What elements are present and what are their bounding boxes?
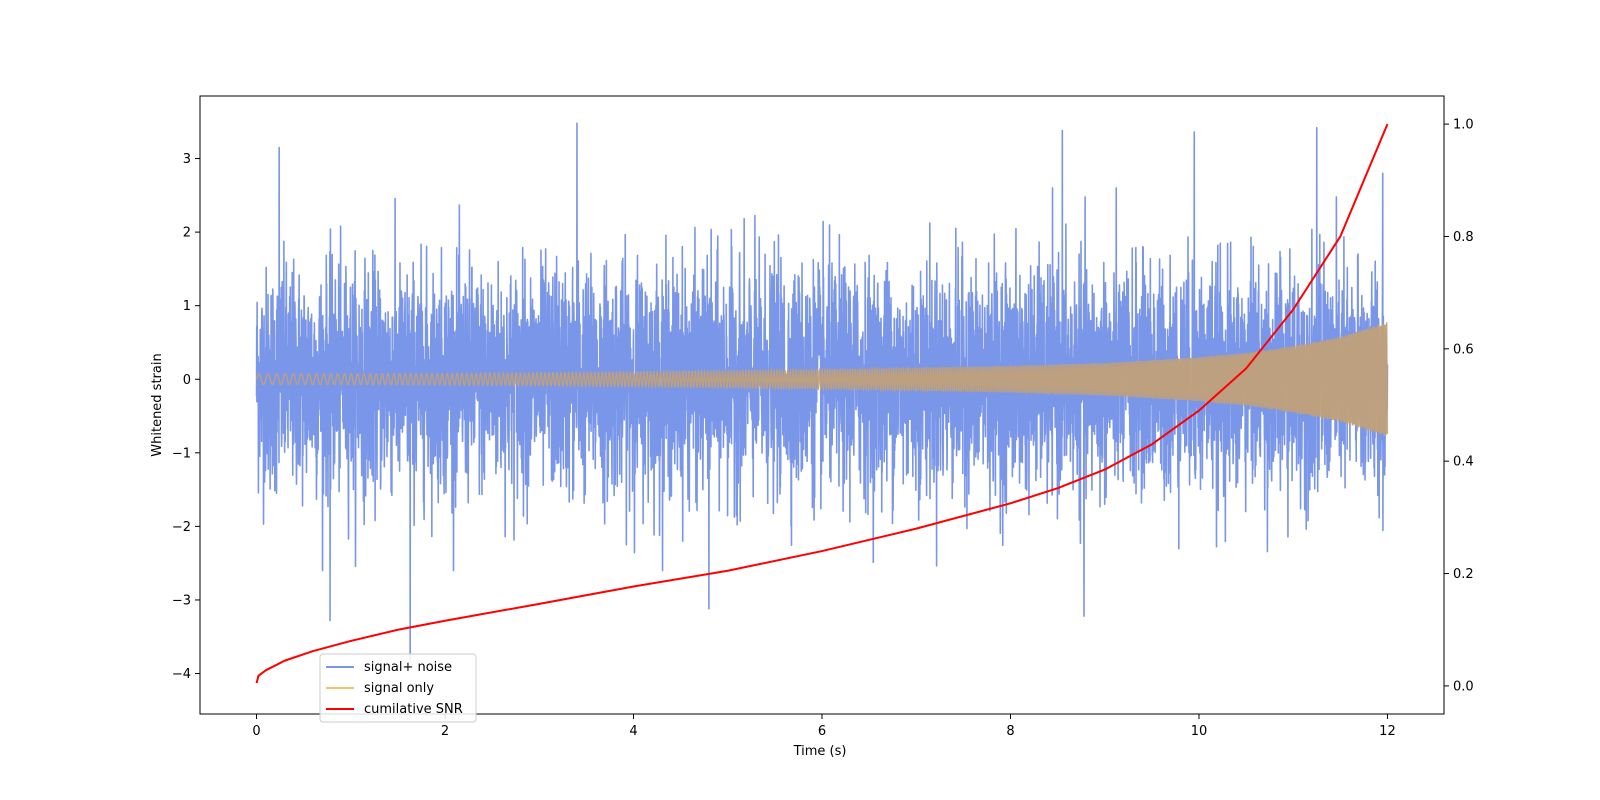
cumulative-snr-line (255, 123, 1389, 684)
y-tick-label-left: 1 (183, 299, 191, 314)
signal-noise-line (255, 122, 1389, 660)
legend-box (319, 653, 477, 723)
signal-only-line (255, 322, 1389, 436)
legend-label-cumulative-snr: cumilative SNR (364, 702, 463, 717)
y-axis-left: −4 −3 −2 −1 0 1 2 3 (172, 152, 200, 682)
legend-label-signal-only: signal only (364, 681, 434, 696)
x-tick-label: 4 (629, 724, 637, 739)
y-tick-label-right: 0.8 (1453, 230, 1474, 245)
x-tick-label: 6 (818, 724, 826, 739)
y-tick-label-left: 0 (183, 373, 191, 388)
x-tick-label: 12 (1379, 724, 1396, 739)
x-tick-label: 0 (252, 724, 260, 739)
x-tick-label: 2 (441, 724, 449, 739)
y-tick-label-left: 2 (183, 226, 191, 241)
signal-noise-series (255, 122, 1389, 660)
y-tick-label-left: −3 (172, 593, 191, 608)
x-axis-label: Time (s) (793, 744, 847, 759)
x-axis: 0 2 4 6 8 10 12 (252, 714, 1396, 739)
y-tick-label-left: −4 (172, 667, 191, 682)
y-tick-label-left: −1 (172, 446, 191, 461)
legend: signal+ noise signal only cumilative SNR (319, 653, 477, 723)
x-tick-label: 8 (1006, 724, 1014, 739)
y-tick-label-right: 0.0 (1453, 679, 1474, 694)
x-tick-label: 10 (1191, 724, 1208, 739)
y-tick-label-left: 3 (183, 152, 191, 167)
y-tick-label-left: −2 (172, 520, 191, 535)
y-tick-label-right: 0.2 (1453, 567, 1474, 582)
y-tick-label-right: 1.0 (1453, 118, 1474, 133)
y-tick-label-right: 0.6 (1453, 342, 1474, 357)
y-axis-label: Whitened strain (150, 353, 165, 456)
cumulative-snr-series (255, 123, 1389, 684)
signal-only-series (255, 322, 1389, 436)
y-axis-right: 0.0 0.2 0.4 0.6 0.8 1.0 (1444, 118, 1474, 694)
y-tick-label-right: 0.4 (1453, 455, 1474, 470)
legend-label-signal-noise: signal+ noise (364, 660, 452, 675)
